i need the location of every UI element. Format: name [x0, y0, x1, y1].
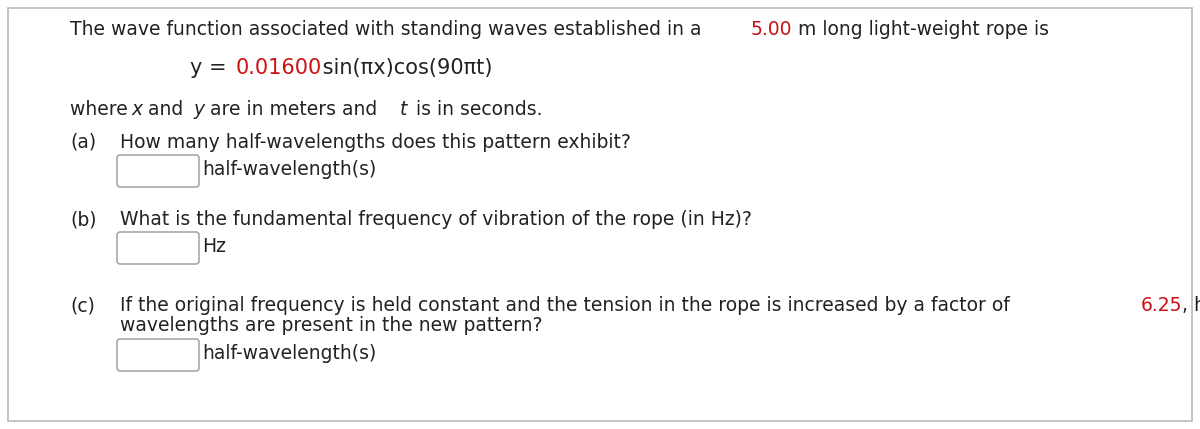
Text: wavelengths are present in the new pattern?: wavelengths are present in the new patte…: [120, 316, 542, 335]
Text: where: where: [70, 100, 133, 119]
Text: half-wavelength(s): half-wavelength(s): [202, 160, 377, 179]
Text: t: t: [400, 100, 407, 119]
Text: What is the fundamental frequency of vibration of the rope (in Hz)?: What is the fundamental frequency of vib…: [120, 210, 752, 229]
Text: If the original frequency is held constant and the tension in the rope is increa: If the original frequency is held consta…: [120, 296, 1015, 315]
Text: (c): (c): [70, 296, 95, 315]
Text: (b): (b): [70, 210, 96, 229]
FancyBboxPatch shape: [8, 8, 1192, 421]
Text: 6.25: 6.25: [1141, 296, 1182, 315]
Text: Hz: Hz: [202, 237, 226, 256]
FancyBboxPatch shape: [118, 339, 199, 371]
Text: y =: y =: [190, 58, 233, 78]
Text: are in meters and: are in meters and: [204, 100, 383, 119]
Text: (a): (a): [70, 133, 96, 152]
Text: x: x: [132, 100, 143, 119]
Text: and: and: [142, 100, 190, 119]
Text: y: y: [193, 100, 205, 119]
Text: m long light-weight rope is: m long light-weight rope is: [792, 20, 1049, 39]
Text: sin(πx)cos(90πt): sin(πx)cos(90πt): [316, 58, 492, 78]
Text: The wave function associated with standing waves established in a: The wave function associated with standi…: [70, 20, 708, 39]
Text: How many half-wavelengths does this pattern exhibit?: How many half-wavelengths does this patt…: [120, 133, 631, 152]
Text: , how many half-: , how many half-: [1182, 296, 1200, 315]
Text: 0.01600: 0.01600: [236, 58, 322, 78]
Text: 5.00: 5.00: [751, 20, 792, 39]
FancyBboxPatch shape: [118, 232, 199, 264]
Text: is in seconds.: is in seconds.: [410, 100, 542, 119]
Text: half-wavelength(s): half-wavelength(s): [202, 344, 377, 363]
FancyBboxPatch shape: [118, 155, 199, 187]
